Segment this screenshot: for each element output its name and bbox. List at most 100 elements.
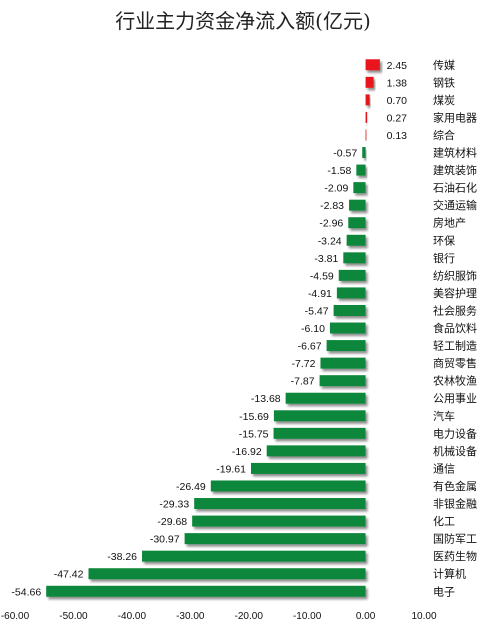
category-label: 综合: [433, 128, 455, 142]
x-tick-label: -30.00: [176, 611, 205, 622]
value-label: -6.67: [298, 341, 322, 353]
category-label: 纺织服饰: [433, 268, 477, 282]
value-label: -47.42: [54, 569, 84, 581]
category-labels-group: 传媒钢铁煤炭家用电器综合建筑材料建筑装饰石油石化交通运输房地产环保银行纺织服饰美…: [433, 59, 477, 599]
category-label: 非银金融: [433, 497, 477, 511]
bar-电力设备: [273, 427, 366, 439]
category-label: 房地产: [433, 216, 466, 230]
category-label: 社会服务: [433, 303, 477, 317]
bar-建筑材料: [362, 147, 366, 159]
category-label: 钢铁: [433, 76, 455, 89]
bar-轻工制造: [326, 340, 366, 352]
category-label: 医药生物: [433, 549, 477, 563]
category-label: 石油石化: [433, 181, 477, 195]
category-label: 化工: [433, 514, 455, 528]
bar-国防军工: [184, 533, 366, 545]
value-label: -29.68: [157, 516, 187, 528]
value-labels-group: 2.45 1.38 0.70 0.27 0.13 -0.57 -1.58 -2.09 -2.83…: [11, 60, 407, 599]
value-label: 0.70: [387, 95, 408, 107]
category-label: 家用电器: [433, 110, 477, 124]
x-tick-label: -60.00: [1, 611, 30, 622]
category-label: 美容护理: [433, 286, 477, 300]
value-label: -5.47: [305, 305, 329, 317]
category-label: 公用事业: [433, 392, 477, 405]
value-label: -15.69: [239, 411, 269, 423]
value-label: -7.87: [291, 376, 315, 388]
bar-煤炭: [365, 94, 370, 106]
chart-title: 行业主力资金净流入额(亿元): [115, 9, 371, 33]
category-label: 电子: [433, 585, 455, 598]
category-label: 建筑材料: [433, 146, 477, 160]
bar-农林牧渔: [319, 375, 366, 387]
category-label: 电力设备: [433, 426, 477, 440]
bar-石油石化: [353, 182, 366, 194]
value-label: -19.61: [216, 463, 246, 475]
bar-交通运输: [349, 199, 366, 211]
bar-医药生物: [142, 550, 366, 562]
category-label: 通信: [433, 462, 455, 475]
value-label: -30.97: [150, 534, 180, 546]
bar-食品饮料: [329, 322, 366, 334]
value-label: -29.33: [159, 499, 189, 511]
value-label: 2.45: [387, 60, 408, 72]
value-label: -1.58: [327, 165, 351, 177]
value-label: -7.72: [292, 358, 316, 370]
bar-商贸零售: [320, 357, 366, 369]
category-label: 环保: [433, 233, 455, 247]
bar-化工: [192, 515, 366, 527]
bar-非银金融: [194, 498, 366, 510]
category-label: 食品饮料: [433, 321, 477, 335]
bar-电子: [46, 585, 366, 597]
category-label: 银行: [433, 251, 455, 265]
x-tick-label: -50.00: [59, 611, 88, 622]
category-label: 汽车: [433, 409, 455, 423]
value-label: -3.81: [314, 253, 338, 265]
x-tick-label: -10.00: [293, 611, 322, 622]
category-label: 机械设备: [433, 444, 477, 458]
value-label: -3.24: [318, 235, 342, 247]
bar-银行: [343, 252, 366, 264]
x-tick-label: 10.00: [411, 611, 436, 622]
bar-钢铁: [365, 76, 374, 88]
bar-社会服务: [333, 304, 366, 316]
category-label: 有色金属: [433, 479, 477, 493]
bar-房地产: [348, 217, 366, 229]
bar-综合: [365, 129, 367, 141]
bar-公用事业: [285, 392, 366, 404]
value-label: -2.96: [319, 218, 343, 230]
category-label: 交通运输: [433, 198, 477, 212]
value-label: -38.26: [107, 551, 137, 563]
x-tick-label: 0.00: [356, 611, 376, 622]
value-label: -15.75: [239, 428, 269, 440]
bar-纺织服饰: [338, 269, 366, 281]
bar-家用电器: [365, 111, 368, 123]
value-label: -6.10: [301, 323, 325, 335]
value-label: -2.09: [324, 183, 348, 195]
category-label: 煤炭: [433, 94, 455, 107]
bar-通信: [250, 462, 366, 474]
x-axis-ticks-group: -60.00 -50.00 -40.00 -30.00 -20.00 -10.00 0.00…: [1, 611, 437, 622]
x-tick-label: -20.00: [235, 611, 264, 622]
category-label: 轻工制造: [433, 339, 477, 353]
value-label: 0.13: [387, 130, 408, 142]
value-label: 1.38: [387, 77, 408, 89]
bar-汽车: [273, 410, 366, 422]
bar-机械设备: [266, 445, 366, 457]
value-label: -0.57: [333, 148, 357, 160]
bar-环保: [346, 234, 366, 246]
value-label: -4.91: [308, 288, 332, 300]
value-label: -2.83: [320, 200, 344, 212]
category-label: 计算机: [433, 567, 466, 581]
category-label: 建筑装饰: [433, 163, 477, 177]
category-label: 国防军工: [433, 532, 477, 546]
category-label: 农林牧渔: [433, 374, 477, 388]
value-label: 0.27: [387, 112, 408, 124]
bars-group: [46, 59, 380, 597]
value-label: -4.59: [310, 270, 334, 282]
x-tick-label: -40.00: [118, 611, 147, 622]
bar-传媒: [365, 59, 380, 71]
value-label: -26.49: [176, 481, 206, 493]
category-label: 传媒: [433, 59, 455, 72]
value-label: -16.92: [232, 446, 262, 458]
